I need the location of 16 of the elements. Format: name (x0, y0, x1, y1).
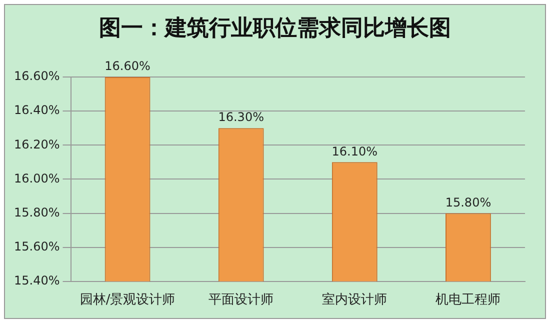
y-tick-label: 15.40% (14, 274, 60, 288)
y-tick-label: 16.60% (14, 69, 60, 84)
y-tick-label: 15.60% (14, 239, 60, 254)
y-tick-label: 16.20% (14, 137, 60, 152)
x-tick-label: 平面设计师 (208, 292, 274, 308)
data-label: 15.80% (445, 195, 492, 210)
x-tick-label: 室内设计师 (322, 292, 388, 308)
y-tick-label: 15.80% (14, 205, 60, 220)
y-tick-label: 16.00% (14, 171, 60, 186)
data-label: 16.60% (104, 59, 150, 74)
data-label: 16.30% (218, 110, 264, 124)
chart-title: 图一：建筑行业职位需求同比增长图 (98, 14, 452, 43)
x-tick-label: 园林/景观设计师 (80, 292, 176, 308)
y-tick-label: 16.40% (14, 103, 60, 118)
x-tick-label: 机电工程师 (436, 292, 501, 308)
data-label: 16.10% (332, 144, 378, 158)
